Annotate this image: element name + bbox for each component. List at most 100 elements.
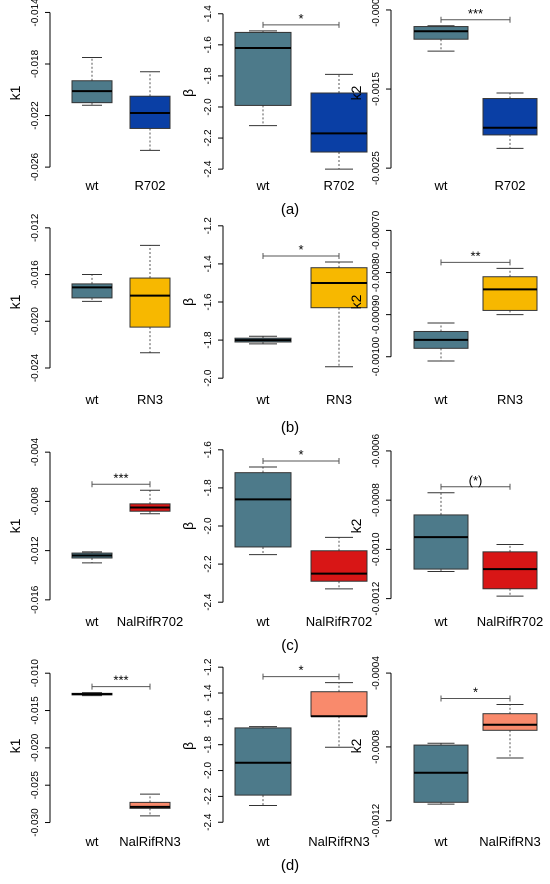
box <box>71 283 113 299</box>
y-tick-label: -2.4 <box>203 593 214 611</box>
category-label: wt <box>434 834 448 849</box>
y-tick-label: -1.6 <box>203 293 214 311</box>
y-tick-label: -1.8 <box>203 479 214 497</box>
y-tick-label: -0.0004 <box>371 656 382 690</box>
category-label: wt <box>256 392 270 407</box>
y-axis-label: k1 <box>7 738 23 753</box>
category-label: wt <box>85 178 99 193</box>
box <box>234 727 292 796</box>
boxplot-panel: -1.6 -1.8 -2.0 -2.2 -2.4 β wt NalRifR702 * <box>180 441 372 629</box>
box <box>482 551 538 590</box>
box <box>234 31 292 106</box>
y-tick-label: -1.6 <box>203 441 214 459</box>
y-tick-label: -1.8 <box>203 67 214 85</box>
y-tick-label: -2.0 <box>203 762 214 780</box>
y-tick-label: -0.010 <box>30 659 41 688</box>
y-axis-label: k2 <box>348 294 364 309</box>
category-label: R702 <box>323 178 354 193</box>
panel-row-label: (b) <box>281 419 299 436</box>
category-label: wt <box>256 834 270 849</box>
y-tick-label: -2.2 <box>203 555 214 573</box>
category-label: NalRifRN3 <box>308 834 369 849</box>
y-tick-label: -0.0010 <box>371 532 382 566</box>
boxplot-panel: -0.0006 -0.0008 -0.0010 -0.0012 k2 wt NalRifR7… <box>348 434 543 629</box>
boxplot-panel: -0.012 -0.016 -0.020 -0.024 k1 wt RN3 <box>7 213 171 407</box>
y-tick-label: -1.4 <box>203 255 214 273</box>
box <box>234 472 292 548</box>
significance-label: *** <box>113 673 128 688</box>
box <box>413 514 469 570</box>
category-label: wt <box>434 178 448 193</box>
category-label: NalRifRN3 <box>479 834 540 849</box>
category-label: RN3 <box>326 392 352 407</box>
y-tick-label: -2.2 <box>203 787 214 805</box>
y-tick-label: -1.4 <box>203 684 214 702</box>
panel-row-label: (c) <box>281 637 299 654</box>
y-tick-label: -0.026 <box>30 152 41 181</box>
category-label: wt <box>85 392 99 407</box>
y-tick-label: -1.4 <box>203 5 214 23</box>
y-axis-label: k2 <box>348 738 364 753</box>
y-tick-label: -2.2 <box>203 129 214 147</box>
y-tick-label: -2.4 <box>203 160 214 178</box>
y-tick-label: -0.0005 <box>371 0 382 27</box>
y-tick-label: -0.0012 <box>371 803 382 837</box>
y-tick-label: -0.0025 <box>371 151 382 185</box>
y-tick-label: -0.008 <box>30 487 41 516</box>
boxplot-panel: -1.4 -1.6 -1.8 -2.0 -2.2 -2.4 β wt R702 * <box>180 5 368 193</box>
category-label: wt <box>256 178 270 193</box>
y-tick-label: -0.024 <box>30 353 41 382</box>
y-tick-label: -0.0006 <box>371 434 382 468</box>
y-tick-label: -0.0008 <box>371 483 382 517</box>
category-label: NalRifR702 <box>477 614 543 629</box>
boxplot-panel: -0.004 -0.008 -0.012 -0.016 k1 wt NalRifR702 **… <box>7 438 183 629</box>
box <box>310 691 368 717</box>
category-label: RN3 <box>137 392 163 407</box>
y-tick-label: -1.6 <box>203 36 214 54</box>
y-axis-label: k2 <box>348 518 364 533</box>
y-axis-label: k1 <box>7 85 23 100</box>
y-tick-label: -0.012 <box>30 213 41 242</box>
panel-row-label: (a) <box>281 201 299 218</box>
y-tick-label: -0.015 <box>30 696 41 725</box>
box <box>310 92 368 153</box>
y-tick-label: -1.8 <box>203 736 214 754</box>
y-axis-label: k2 <box>348 85 364 100</box>
y-axis-label: β <box>180 298 196 306</box>
category-label: wt <box>434 392 448 407</box>
significance-label: * <box>298 11 303 26</box>
y-tick-label: -0.025 <box>30 771 41 800</box>
panel-row-label: (d) <box>281 857 299 874</box>
boxplot-panel: -1.2 -1.4 -1.6 -1.8 -2.0 β wt RN3 * <box>180 217 368 407</box>
box <box>482 713 538 731</box>
y-tick-label: -2.0 <box>203 517 214 535</box>
y-tick-label: -0.016 <box>30 260 41 289</box>
category-label: NalRifR702 <box>117 614 183 629</box>
box <box>482 98 538 136</box>
significance-label: * <box>473 684 478 699</box>
y-tick-label: -2.4 <box>203 813 214 831</box>
box <box>310 550 368 582</box>
y-tick-label: -0.022 <box>30 101 41 130</box>
y-tick-label: -0.016 <box>30 585 41 614</box>
y-tick-label: -2.0 <box>203 369 214 387</box>
category-label: NalRifR702 <box>306 614 372 629</box>
boxplot-panel: -0.010 -0.015 -0.020 -0.025 -0.030 k1 wt NalRif… <box>7 659 181 849</box>
y-tick-label: -0.014 <box>30 0 41 27</box>
y-tick-label: -1.2 <box>203 658 214 676</box>
y-tick-label: -0.020 <box>30 733 41 762</box>
y-tick-label: -0.030 <box>30 808 41 837</box>
y-tick-label: -0.018 <box>30 49 41 78</box>
y-tick-label: -0.0008 <box>371 730 382 764</box>
box <box>482 276 538 311</box>
category-label: RN3 <box>497 392 523 407</box>
y-tick-label: -0.0012 <box>371 581 382 615</box>
y-tick-label: -2.0 <box>203 98 214 116</box>
y-tick-label: -0.004 <box>30 438 41 467</box>
y-axis-label: β <box>180 89 196 97</box>
y-axis-label: k1 <box>7 294 23 309</box>
significance-label: * <box>298 242 303 257</box>
category-label: R702 <box>134 178 165 193</box>
y-tick-label: -0.0015 <box>371 72 382 106</box>
